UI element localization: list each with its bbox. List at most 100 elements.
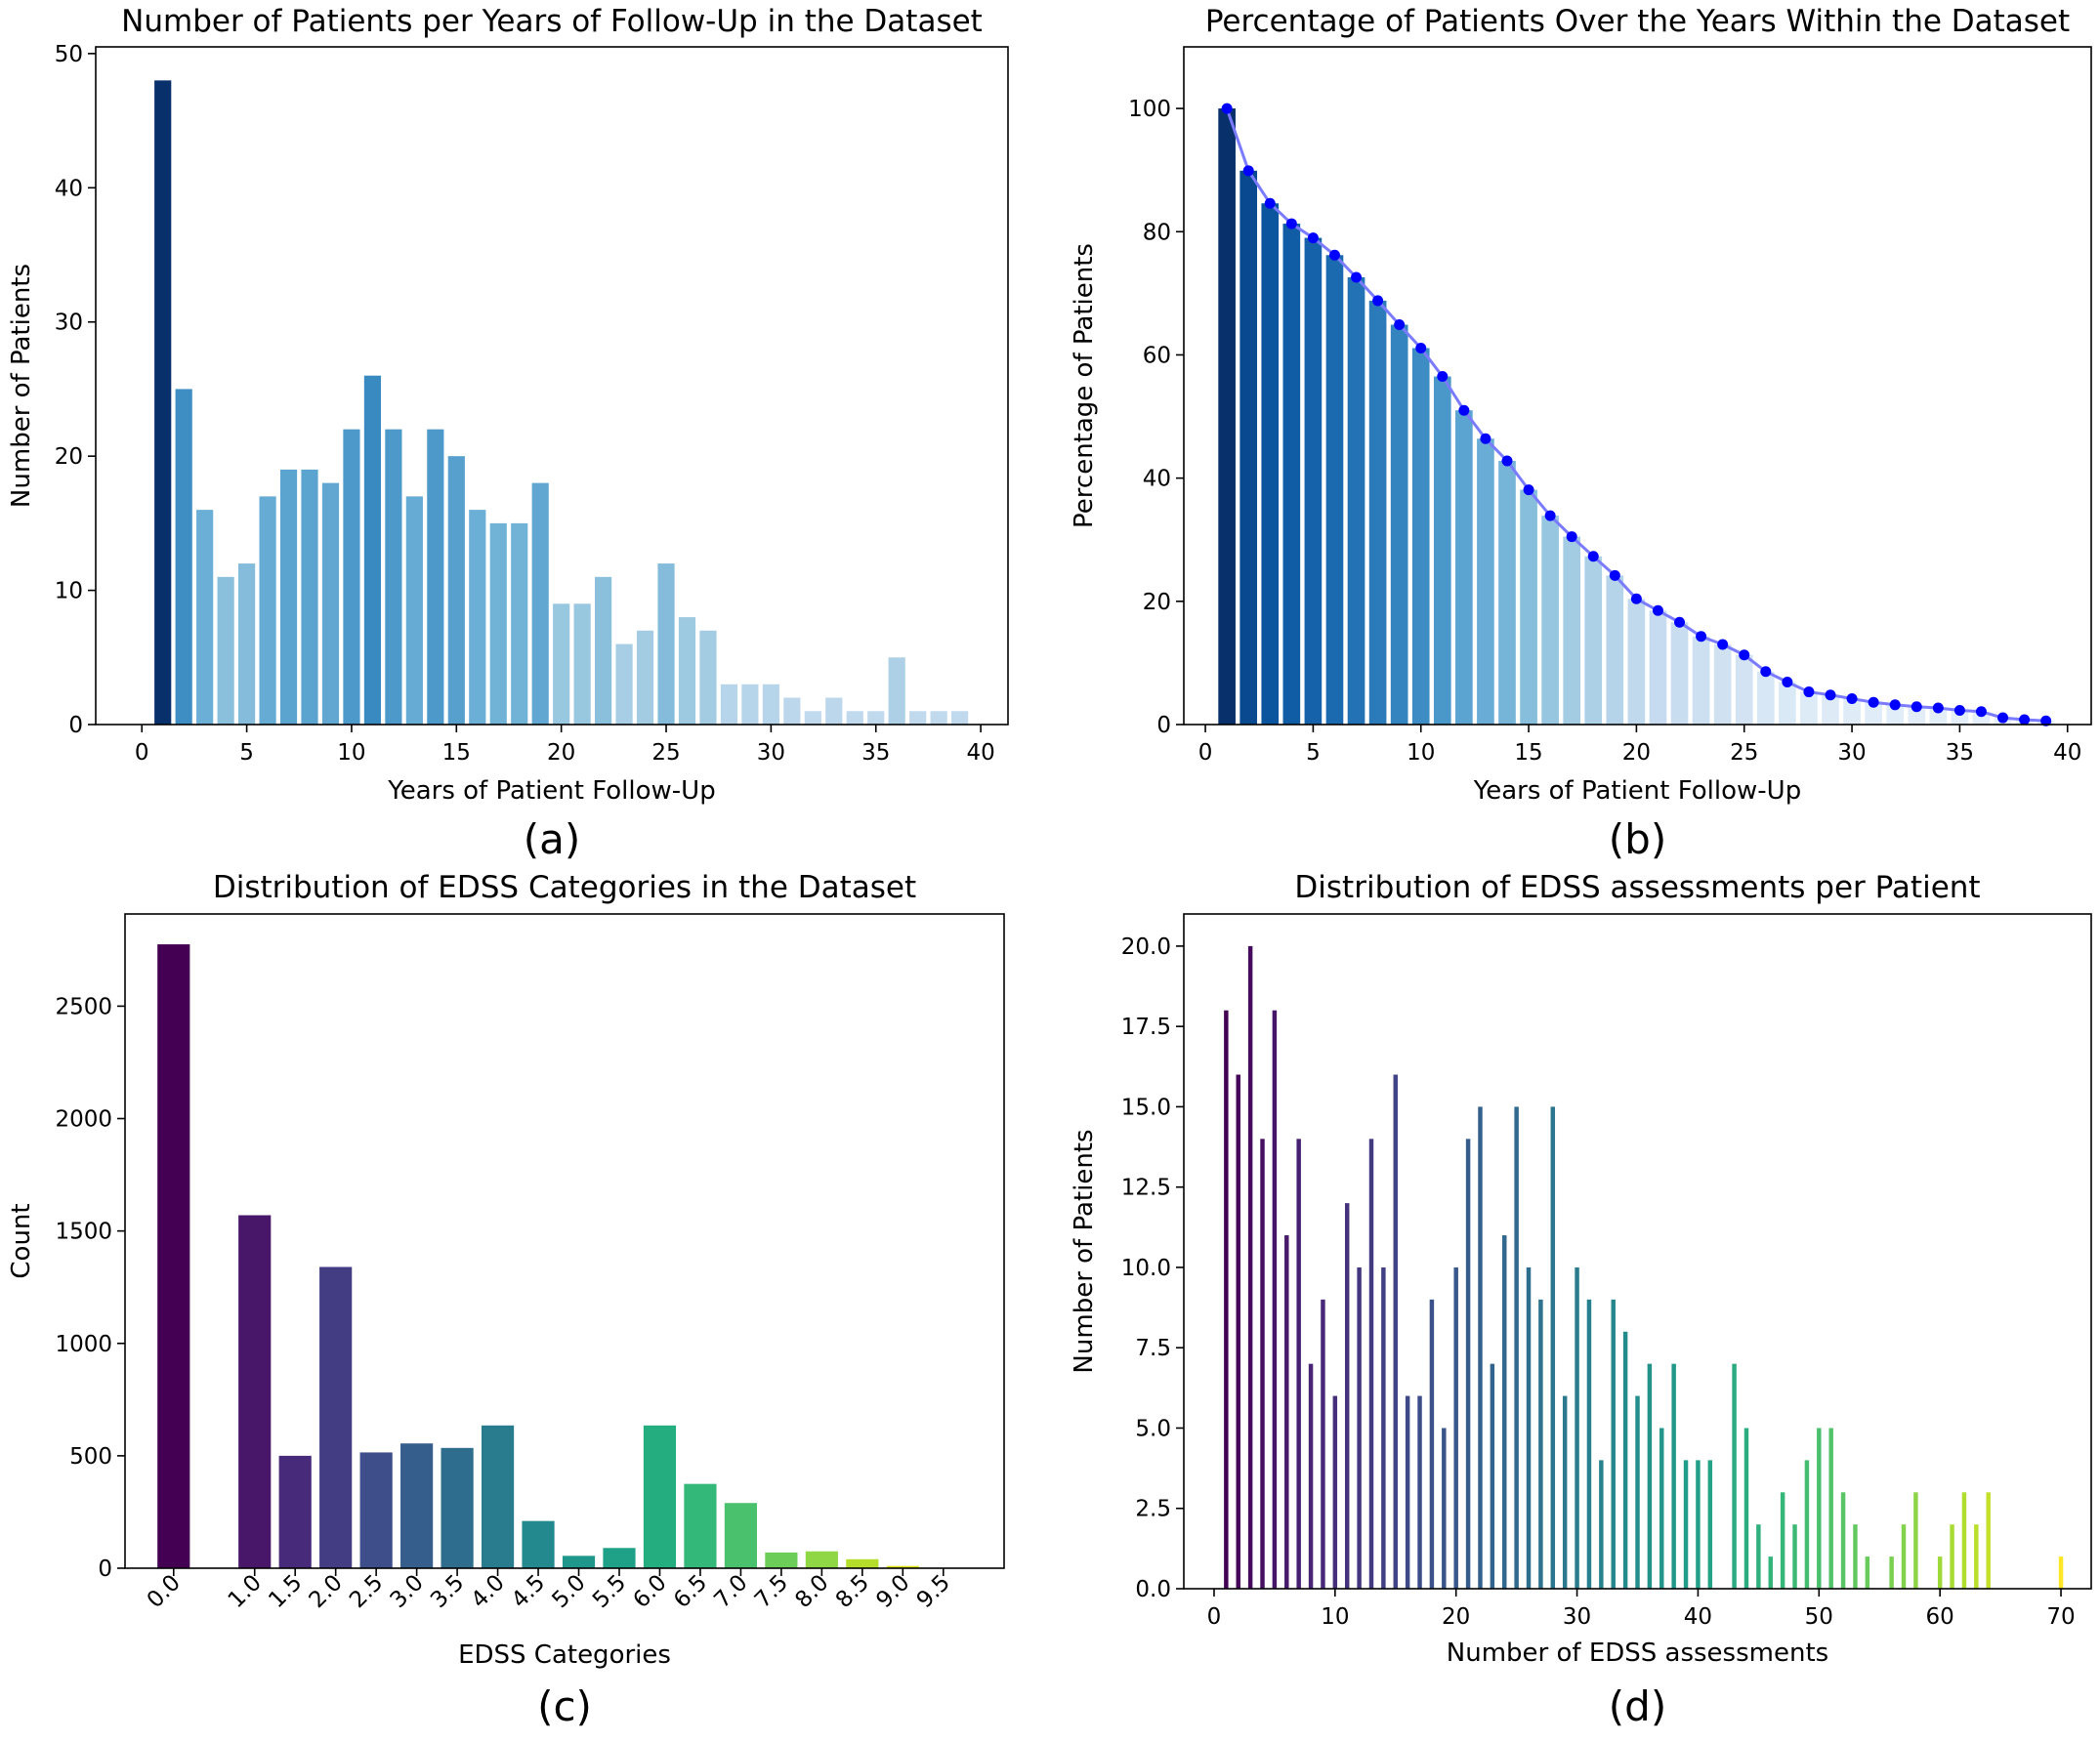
bar [1889, 1556, 1894, 1589]
y-tick-label: 5.0 [1135, 1416, 1171, 1441]
bar [1635, 1395, 1640, 1589]
bar [1780, 1492, 1785, 1589]
bar [1986, 1492, 1991, 1589]
bar [1272, 1010, 1278, 1589]
bar [1929, 707, 1948, 725]
bar [1541, 516, 1559, 725]
bar [1732, 1363, 1737, 1589]
bar [1659, 1428, 1664, 1589]
bar [1550, 1106, 1556, 1589]
data-point [1587, 551, 1599, 562]
bar [1498, 460, 1516, 725]
bar [1768, 1556, 1773, 1589]
bar [1756, 671, 1775, 725]
x-tick-label: 9.0 [871, 1570, 914, 1613]
bar [804, 711, 821, 725]
y-tick-label: 30 [55, 311, 83, 336]
bar [562, 1556, 596, 1568]
bar [511, 522, 528, 725]
bar [1647, 1363, 1653, 1589]
data-point [2040, 715, 2052, 726]
y-tick-label: 10.0 [1121, 1256, 1171, 1281]
bar [1465, 1139, 1471, 1589]
bar [343, 429, 360, 725]
data-point [1566, 531, 1577, 543]
bar [301, 469, 318, 725]
data-point [1501, 455, 1513, 467]
bar [1937, 1556, 1943, 1589]
panel-b-percentage-of-patients-over-years: Percentage of Patients Over the Years Wi… [1070, 4, 2092, 863]
bar [846, 1558, 879, 1568]
bar [1974, 1524, 1979, 1589]
bar [1284, 1235, 1289, 1589]
x-tick-label: 35 [861, 740, 890, 766]
bar [765, 1552, 798, 1568]
x-tick-label: 10 [1321, 1604, 1349, 1630]
y-tick-label: 100 [1128, 97, 1171, 122]
bar [1368, 1139, 1374, 1589]
data-point [1674, 616, 1686, 628]
bar [1586, 1299, 1592, 1589]
bar [1296, 1139, 1301, 1589]
bar [1490, 1363, 1495, 1589]
x-tick-label: 7.5 [750, 1570, 793, 1613]
x-tick-label: 7.0 [709, 1570, 752, 1613]
bar [1502, 1235, 1507, 1589]
y-tick-label: 15.0 [1121, 1095, 1171, 1120]
data-point [1652, 604, 1663, 616]
y-axis-label: Percentage of Patients [1070, 243, 1099, 528]
panel-c-edss-category-distribution: Distribution of EDSS Categories in the D… [7, 870, 1005, 1730]
bar [447, 456, 465, 725]
bar [1390, 324, 1408, 725]
bar [886, 1565, 919, 1568]
bar [1321, 1299, 1325, 1589]
bar [1405, 1395, 1410, 1589]
data-point [1394, 319, 1406, 331]
y-tick-label: 20 [1143, 590, 1171, 615]
x-tick-label: 70 [2046, 1604, 2075, 1630]
bar [615, 643, 633, 725]
bar [1224, 1010, 1229, 1589]
data-point [1696, 631, 1707, 643]
x-tick-label: 5 [239, 740, 254, 766]
data-point [1372, 295, 1384, 307]
bar [481, 1425, 515, 1568]
chart-title: Distribution of EDSS assessments per Pat… [1294, 870, 1980, 905]
bar [1828, 1428, 1833, 1589]
bar [1865, 1556, 1870, 1589]
data-point [1609, 569, 1620, 581]
bar [531, 482, 549, 725]
bar [469, 510, 486, 725]
x-axis-label: Number of EDSS assessments [1447, 1639, 1828, 1668]
plot-area-frame [1183, 46, 2092, 726]
bar [1804, 1460, 1810, 1589]
chart-title: Distribution of EDSS Categories in the D… [213, 870, 916, 905]
x-tick-label: 8.5 [831, 1570, 874, 1613]
x-tick-label: 25 [1730, 740, 1758, 766]
panel-d-edss-assessments-per-patient: Distribution of EDSS assessments per Pat… [1070, 870, 2092, 1730]
x-tick-label: 5.0 [548, 1570, 591, 1613]
bar [1622, 1331, 1628, 1589]
bar [684, 1483, 717, 1568]
bar [724, 1503, 758, 1568]
bar [678, 617, 696, 725]
bar [427, 429, 444, 725]
data-point [1889, 699, 1901, 711]
data-point [1803, 686, 1815, 698]
bar [196, 510, 214, 725]
panel-label: (a) [524, 815, 581, 863]
x-tick-label: 3.0 [386, 1570, 429, 1613]
x-tick-label: 8.0 [790, 1570, 833, 1613]
bar [1357, 1266, 1362, 1589]
bar [1735, 654, 1753, 725]
bar [1325, 255, 1344, 725]
x-axis-label: Years of Patient Follow-Up [387, 776, 715, 806]
bar [636, 630, 654, 725]
bar [154, 80, 172, 725]
x-tick-label: 60 [1926, 1604, 1954, 1630]
y-tick-label: 2500 [55, 994, 112, 1019]
bar [1526, 1266, 1532, 1589]
bar [1817, 1428, 1822, 1589]
bar [489, 522, 507, 725]
